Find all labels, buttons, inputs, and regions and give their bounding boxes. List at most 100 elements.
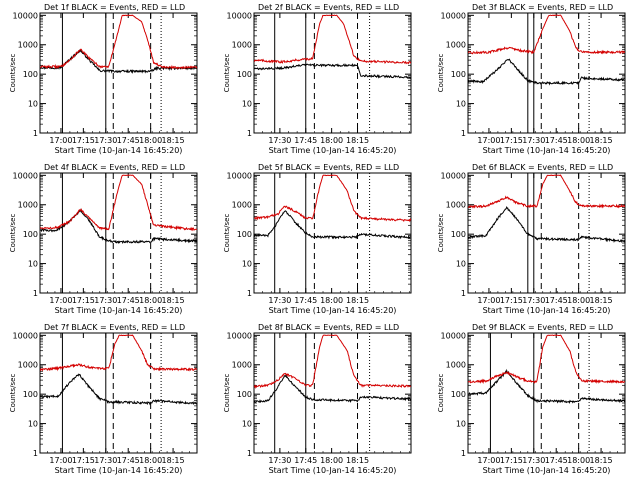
y-tick-label: 10000 (227, 11, 252, 20)
y-tick-label: 10 (456, 260, 466, 269)
series-lld (254, 334, 411, 389)
x-tick-label: 17:30 (268, 296, 291, 305)
y-tick-label: 10000 (441, 11, 466, 20)
y-tick-label: 100 (237, 390, 252, 399)
x-axis-label: Start Time (10-Jan-14 16:45:20) (55, 466, 183, 475)
x-tick-label: 17:30 (522, 456, 545, 465)
plot-frame (467, 12, 626, 134)
series-lld (468, 334, 625, 385)
panel-title: Det 8f BLACK = Events, RED = LLD (258, 323, 399, 332)
x-tick-label: 17:30 (94, 296, 117, 305)
series-events (468, 206, 625, 244)
y-tick-label: 100 (451, 70, 466, 79)
y-tick-label: 1 (461, 129, 466, 138)
y-tick-label: 1000 (232, 361, 252, 370)
x-tick-label: 18:00 (139, 456, 162, 465)
detector-panel-4: Det 4f BLACK = Events, RED = LLD 1 10 100 10… (9, 163, 198, 315)
y-tick-label: 100 (451, 390, 466, 399)
plot-frame (39, 172, 198, 294)
x-tick-label: 17:00 (477, 456, 500, 465)
series-lld (468, 174, 625, 209)
y-axis-label: Counts/sec (437, 374, 445, 413)
series-events (254, 373, 411, 404)
x-tick-label: 18:00 (567, 456, 590, 465)
x-tick-label: 17:30 (522, 296, 545, 305)
y-tick-label: 1 (247, 129, 252, 138)
y-tick-label: 10 (28, 260, 38, 269)
y-axis-label: Counts/sec (9, 54, 17, 93)
y-tick-label: 1 (33, 129, 38, 138)
x-tick-label: 17:00 (477, 136, 500, 145)
y-tick-label: 1 (33, 289, 38, 298)
y-tick-label: 1 (461, 289, 466, 298)
x-tick-label: 17:45 (545, 136, 568, 145)
x-tick-label: 17:45 (294, 456, 317, 465)
y-tick-label: 100 (23, 230, 38, 239)
x-axis-label: Start Time (10-Jan-14 16:45:20) (269, 146, 397, 155)
x-tick-label: 18:00 (567, 296, 590, 305)
y-tick-label: 1000 (232, 41, 252, 50)
y-tick-label: 1 (461, 449, 466, 458)
series-events (40, 208, 197, 245)
x-tick-label: 17:15 (500, 456, 523, 465)
series-events (468, 368, 625, 405)
y-tick-label: 10000 (441, 171, 466, 180)
y-tick-label: 1000 (446, 201, 466, 210)
x-axis-label: Start Time (10-Jan-14 16:45:20) (483, 466, 611, 475)
y-tick-label: 10 (456, 420, 466, 429)
x-tick-label: 18:00 (320, 296, 343, 305)
x-tick-label: 17:15 (72, 136, 95, 145)
series-lld (40, 334, 197, 372)
y-tick-label: 10000 (13, 171, 38, 180)
x-tick-label: 17:30 (94, 456, 117, 465)
y-axis-label: Counts/sec (223, 374, 231, 413)
x-tick-label: 18:15 (590, 456, 613, 465)
y-axis-label: Counts/sec (9, 214, 17, 253)
series-events (40, 373, 197, 406)
y-tick-label: 10000 (227, 331, 252, 340)
series-events (40, 49, 197, 74)
panel-title: Det 5f BLACK = Events, RED = LLD (258, 163, 399, 172)
detector-panel-2: Det 2f BLACK = Events, RED = LLD 1 10 100 10… (223, 3, 412, 155)
y-axis-label: Counts/sec (437, 54, 445, 93)
x-tick-label: 17:00 (49, 296, 72, 305)
x-tick-label: 17:15 (500, 296, 523, 305)
x-tick-label: 17:45 (545, 296, 568, 305)
x-tick-label: 17:45 (545, 456, 568, 465)
plot-frame (467, 332, 626, 454)
y-tick-label: 10000 (13, 331, 38, 340)
y-axis-label: Counts/sec (437, 214, 445, 253)
y-tick-label: 1 (247, 289, 252, 298)
x-tick-label: 17:00 (49, 136, 72, 145)
y-tick-label: 10 (456, 100, 466, 109)
x-axis-label: Start Time (10-Jan-14 16:45:20) (269, 306, 397, 315)
x-tick-label: 17:45 (117, 136, 140, 145)
y-tick-label: 10 (28, 100, 38, 109)
x-tick-label: 18:00 (139, 136, 162, 145)
x-tick-label: 18:15 (590, 296, 613, 305)
detector-panel-6: Det 6f BLACK = Events, RED = LLD 1 10 100 10… (437, 163, 626, 315)
y-tick-label: 1 (247, 449, 252, 458)
x-tick-label: 18:15 (590, 136, 613, 145)
panel-title: Det 6f BLACK = Events, RED = LLD (472, 163, 613, 172)
x-tick-label: 18:00 (320, 456, 343, 465)
panel-title: Det 4f BLACK = Events, RED = LLD (44, 163, 185, 172)
y-tick-label: 1000 (18, 41, 38, 50)
plot-frame (39, 332, 198, 454)
plot-frame (253, 332, 412, 454)
x-tick-label: 17:30 (268, 456, 291, 465)
series-lld (468, 14, 625, 55)
x-tick-label: 17:45 (294, 136, 317, 145)
x-axis-label: Start Time (10-Jan-14 16:45:20) (55, 306, 183, 315)
y-tick-label: 1 (33, 449, 38, 458)
x-tick-label: 17:30 (268, 136, 291, 145)
detector-panel-3: Det 3f BLACK = Events, RED = LLD 1 10 100 10… (437, 3, 626, 155)
plot-frame (253, 172, 412, 294)
y-axis-label: Counts/sec (223, 54, 231, 93)
x-tick-label: 18:15 (346, 136, 369, 145)
series-lld (40, 174, 197, 232)
y-tick-label: 100 (237, 70, 252, 79)
plot-frame (39, 12, 198, 134)
panel-title: Det 2f BLACK = Events, RED = LLD (258, 3, 399, 12)
